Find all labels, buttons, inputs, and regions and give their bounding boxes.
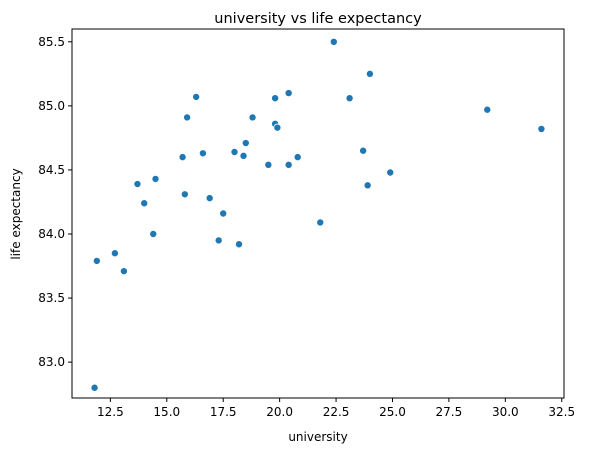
x-tick-label: 25.0 xyxy=(379,405,406,419)
y-tick-label: 84.5 xyxy=(38,163,65,177)
data-point xyxy=(192,92,201,101)
data-point xyxy=(198,149,207,158)
data-point xyxy=(316,218,325,227)
data-point xyxy=(329,37,338,46)
data-point xyxy=(183,113,192,122)
y-tick-label: 83.0 xyxy=(38,355,65,369)
data-point xyxy=(178,153,187,162)
data-point xyxy=(219,209,228,218)
data-point xyxy=(205,194,214,203)
data-point xyxy=(133,180,142,189)
x-axis-title: university xyxy=(288,430,347,444)
data-point xyxy=(273,123,282,132)
data-point xyxy=(180,190,189,199)
x-tick-label: 17.5 xyxy=(210,405,237,419)
x-axis-ticks: 12.5 15.0 17.5 20.0 22.5 25.0 27.5 30.0 32.5 xyxy=(97,398,575,419)
plot-frame xyxy=(71,28,565,399)
data-point xyxy=(239,151,248,160)
data-point xyxy=(363,181,372,190)
data-point xyxy=(140,199,149,208)
y-tick-label: 85.0 xyxy=(38,99,65,113)
y-tick-label: 85.5 xyxy=(38,35,65,49)
data-point xyxy=(359,146,368,155)
data-point xyxy=(284,160,293,169)
y-tick-label: 83.5 xyxy=(38,291,65,305)
x-tick-label: 12.5 xyxy=(97,405,124,419)
data-point xyxy=(293,153,302,162)
x-tick-label: 15.0 xyxy=(153,405,180,419)
data-point xyxy=(386,168,395,177)
data-point xyxy=(151,174,160,183)
x-tick-label: 20.0 xyxy=(266,405,293,419)
data-point xyxy=(235,240,244,249)
data-point xyxy=(119,267,128,276)
data-point xyxy=(214,236,223,245)
data-point xyxy=(365,69,374,78)
data-point xyxy=(345,94,354,103)
chart-title: university vs life expectancy xyxy=(214,11,422,27)
data-point xyxy=(110,249,119,258)
data-point xyxy=(230,147,239,156)
data-point xyxy=(92,256,101,265)
data-point xyxy=(264,160,273,169)
data-point xyxy=(241,139,250,148)
data-point xyxy=(248,113,257,122)
x-tick-label: 22.5 xyxy=(323,405,350,419)
data-point xyxy=(483,105,492,114)
points-layer xyxy=(90,37,546,392)
data-point xyxy=(90,383,99,392)
y-axis-title: life expectancy xyxy=(9,168,23,259)
x-tick-label: 30.0 xyxy=(492,405,519,419)
data-point xyxy=(537,124,546,133)
data-point xyxy=(271,94,280,103)
data-point xyxy=(149,229,158,238)
x-tick-label: 27.5 xyxy=(436,405,463,419)
y-axis-ticks: 83.0 83.5 84.0 84.5 85.0 85.5 xyxy=(38,35,72,369)
y-tick-label: 84.0 xyxy=(38,227,65,241)
x-tick-label: 32.5 xyxy=(548,405,575,419)
data-point xyxy=(284,89,293,98)
